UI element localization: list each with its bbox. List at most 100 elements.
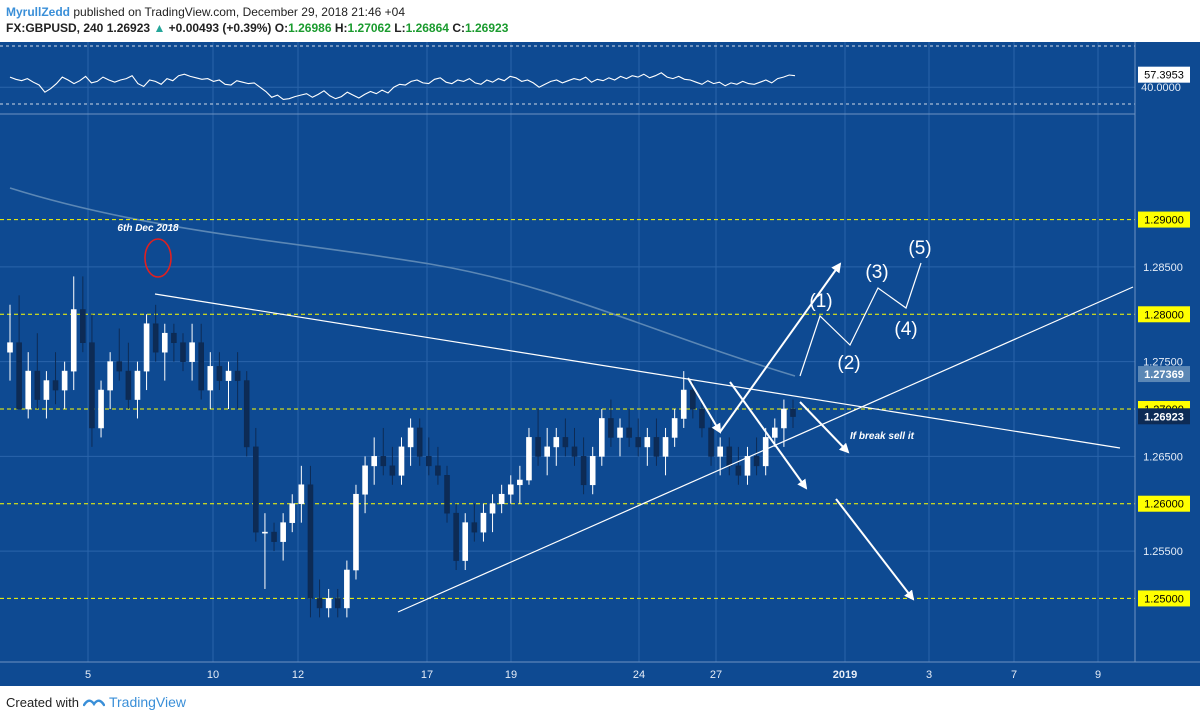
level-tag xyxy=(1138,306,1190,323)
candle-body xyxy=(571,446,578,457)
symbol-label: FX:GBPUSD, 240 xyxy=(6,21,104,35)
close-label: C: xyxy=(452,21,465,35)
open-value: 1.26986 xyxy=(288,21,332,35)
candle-body xyxy=(762,437,769,467)
ohlc-line: FX:GBPUSD, 240 1.26923 ▲ +0.00493 (+0.39… xyxy=(6,20,508,36)
resistance-trendline[interactable] xyxy=(154,293,1121,449)
time-tick-label: 5 xyxy=(85,669,91,681)
rsi-line xyxy=(9,72,796,100)
time-tick-label: 12 xyxy=(292,669,304,681)
level-tag xyxy=(1138,590,1190,607)
time-tick-label: 9 xyxy=(1095,669,1101,681)
projection-arrow[interactable] xyxy=(799,401,850,454)
candle-body xyxy=(644,437,651,448)
chart-area[interactable]: (1) (2) (3) (4) (5) 6th Dec 2018 If break sell… xyxy=(0,42,1200,686)
candle-body xyxy=(580,456,587,486)
candle-body xyxy=(635,437,642,448)
candle-body xyxy=(790,408,796,417)
candle-body xyxy=(608,418,614,438)
candle-body xyxy=(598,418,605,457)
candle-body xyxy=(207,366,214,391)
candle-body xyxy=(125,370,132,400)
candle-body xyxy=(671,418,678,438)
value-tag xyxy=(1138,366,1190,383)
candle-body xyxy=(744,456,751,476)
candle-body xyxy=(70,309,77,372)
candle-body xyxy=(453,512,459,561)
publish-line: MyrullZedd published on TradingView.com,… xyxy=(6,4,508,20)
candle-body xyxy=(562,437,569,448)
price-change: +0.00493 (+0.39%) xyxy=(168,21,272,35)
projection-arrow[interactable] xyxy=(835,498,915,601)
candle-body xyxy=(726,446,733,467)
wave-label: (1) xyxy=(809,291,832,312)
candle-body xyxy=(626,427,632,438)
created-with-label: Created with xyxy=(6,694,79,710)
candle-body xyxy=(344,569,350,609)
value-tag-label: 1.27369 xyxy=(1144,369,1184,381)
time-tick-label: 17 xyxy=(421,669,433,681)
candle-body xyxy=(52,380,59,391)
elliott-wave-path[interactable] xyxy=(799,262,922,377)
up-arrow-icon: ▲ xyxy=(153,21,166,35)
candle-body xyxy=(107,361,113,391)
time-tick-label: 7 xyxy=(1011,669,1017,681)
rsi-value-tag xyxy=(1138,66,1190,83)
candle-body xyxy=(280,522,286,542)
candle-body xyxy=(535,437,541,457)
tradingview-brand[interactable]: TradingView xyxy=(108,694,187,710)
tradingview-logo-icon xyxy=(82,699,105,707)
candle-body xyxy=(316,598,323,609)
candle-body xyxy=(507,484,514,495)
candle-body xyxy=(16,342,22,410)
support-trendline[interactable] xyxy=(397,286,1134,613)
projection-arrow[interactable] xyxy=(687,377,722,434)
candle-body xyxy=(134,370,141,400)
projection-arrow[interactable] xyxy=(729,381,808,490)
candle-body xyxy=(380,456,387,467)
candle-body xyxy=(462,522,469,561)
rsi-tick-label: 40.0000 xyxy=(1141,82,1181,94)
footer: Created with TradingView xyxy=(6,694,186,710)
candle-body xyxy=(416,427,423,457)
candle-body xyxy=(717,446,723,457)
level-tag xyxy=(1138,495,1190,512)
date-annotation: 6th Dec 2018 xyxy=(117,223,179,234)
candle-body xyxy=(426,456,432,467)
wave-label: (3) xyxy=(865,262,888,283)
candle-body xyxy=(161,332,168,353)
candle-body xyxy=(171,332,177,343)
time-tick-label: 3 xyxy=(926,669,932,681)
value-tag xyxy=(1138,408,1190,425)
time-tick-label: 19 xyxy=(505,669,517,681)
candle-body xyxy=(298,484,305,505)
rsi-value-label: 57.3953 xyxy=(1144,70,1184,82)
candle-body xyxy=(180,342,186,362)
candle-body xyxy=(699,408,705,429)
projection-arrow[interactable] xyxy=(719,262,842,433)
author-name[interactable]: MyrullZedd xyxy=(6,5,71,19)
high-value: 1.27062 xyxy=(347,21,391,35)
price-tick-label: 1.27500 xyxy=(1143,357,1183,369)
wave-label: (4) xyxy=(894,319,917,340)
high-label: H: xyxy=(334,21,348,35)
candle-body xyxy=(553,437,560,448)
candle-body xyxy=(25,370,32,410)
sell-note: If break sell it xyxy=(850,431,915,442)
level-tag-label: 1.29000 xyxy=(1144,215,1184,227)
time-tick-label: 2019 xyxy=(833,669,857,681)
candle-body xyxy=(353,493,359,571)
value-tag-label: 1.26923 xyxy=(1144,411,1184,423)
candle-body xyxy=(307,484,314,599)
candle-body xyxy=(7,342,13,353)
highlight-circle[interactable] xyxy=(144,238,172,278)
candle-body xyxy=(753,456,760,467)
low-value: 1.26864 xyxy=(405,21,449,35)
candle-body xyxy=(143,323,150,372)
candle-body xyxy=(690,389,696,410)
candle-body xyxy=(680,389,687,419)
candle-body xyxy=(116,361,123,372)
candle-body xyxy=(362,465,368,495)
candle-body xyxy=(234,370,241,381)
price-chart[interactable]: (1) (2) (3) (4) (5) 6th Dec 2018 If break sell… xyxy=(0,42,1200,686)
